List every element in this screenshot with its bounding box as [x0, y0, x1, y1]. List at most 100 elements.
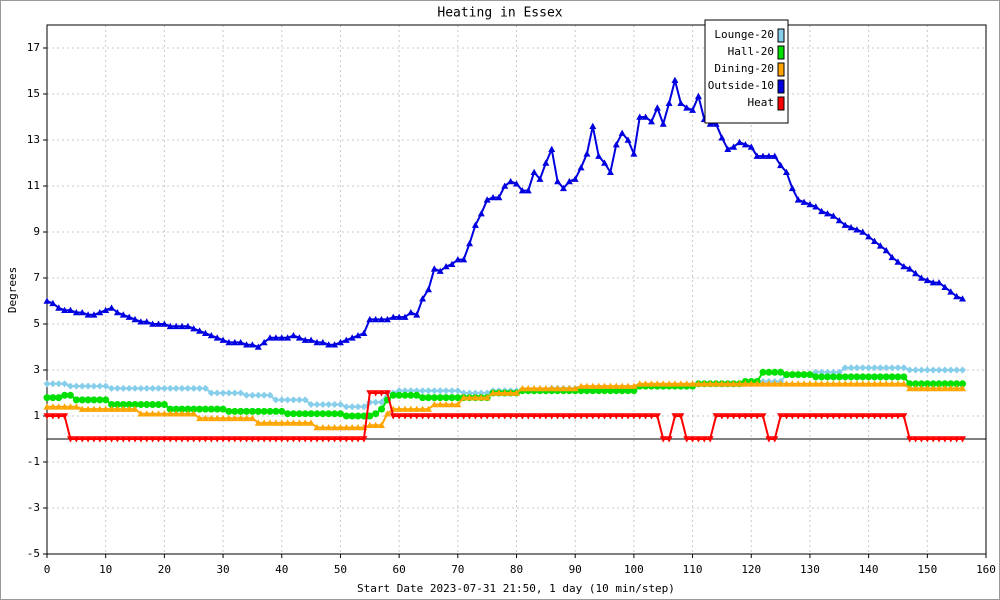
- marker: [788, 380, 796, 387]
- marker: [741, 413, 749, 420]
- marker: [524, 187, 532, 194]
- marker: [313, 401, 321, 408]
- marker: [383, 315, 391, 323]
- marker: [225, 407, 233, 415]
- marker: [166, 384, 174, 392]
- marker: [876, 373, 884, 381]
- marker: [266, 436, 274, 443]
- marker: [219, 389, 227, 397]
- marker: [859, 373, 867, 381]
- marker: [108, 436, 116, 443]
- marker: [777, 413, 785, 420]
- marker: [160, 320, 168, 327]
- marker: [853, 373, 861, 381]
- y-tick-label: -3: [27, 501, 40, 514]
- marker: [771, 368, 779, 376]
- marker: [524, 384, 532, 392]
- marker: [565, 384, 573, 392]
- marker: [430, 401, 438, 408]
- marker: [870, 237, 878, 244]
- marker: [131, 436, 139, 443]
- marker: [894, 380, 902, 387]
- marker: [876, 364, 884, 372]
- marker: [466, 394, 474, 401]
- marker: [559, 413, 567, 420]
- marker: [125, 405, 133, 412]
- series: [43, 76, 967, 350]
- marker: [653, 413, 661, 420]
- marker: [196, 436, 204, 443]
- marker: [700, 380, 708, 387]
- marker: [595, 387, 603, 395]
- x-tick-label: 50: [334, 563, 347, 576]
- marker: [882, 373, 890, 381]
- x-axis-label: Start Date 2023-07-31 21:50, 1 day (10 m…: [357, 582, 675, 595]
- marker: [284, 410, 292, 418]
- marker: [313, 436, 321, 443]
- marker: [794, 371, 802, 379]
- marker: [923, 436, 931, 443]
- marker: [824, 380, 832, 387]
- marker: [630, 382, 638, 389]
- marker: [929, 436, 937, 443]
- marker: [736, 380, 744, 387]
- marker: [882, 413, 890, 420]
- marker: [301, 410, 309, 418]
- marker: [248, 436, 256, 443]
- marker: [237, 389, 245, 397]
- marker: [912, 269, 920, 277]
- marker: [513, 413, 520, 420]
- marker: [835, 217, 843, 224]
- marker: [260, 407, 268, 415]
- marker: [513, 389, 520, 396]
- marker: [894, 258, 902, 265]
- marker: [923, 380, 931, 388]
- marker: [847, 413, 855, 420]
- marker: [665, 99, 673, 106]
- marker: [947, 436, 955, 443]
- marker: [847, 223, 855, 231]
- marker: [84, 382, 92, 390]
- marker: [800, 380, 808, 387]
- marker: [407, 405, 415, 412]
- marker: [900, 413, 908, 420]
- marker: [518, 413, 526, 420]
- marker: [636, 413, 644, 420]
- marker: [331, 424, 339, 431]
- x-tick-label: 40: [275, 563, 288, 576]
- marker: [66, 382, 74, 390]
- marker: [254, 419, 262, 426]
- marker: [859, 413, 867, 420]
- marker: [906, 366, 914, 374]
- marker: [941, 283, 949, 290]
- marker: [160, 384, 168, 392]
- marker: [642, 380, 650, 387]
- marker: [137, 401, 145, 408]
- marker: [401, 413, 409, 420]
- marker: [55, 304, 63, 311]
- marker: [436, 267, 444, 274]
- x-tick-label: 30: [216, 563, 229, 576]
- legend-label: Heat: [748, 96, 775, 109]
- marker: [266, 334, 274, 341]
- marker: [495, 194, 503, 201]
- marker: [266, 407, 274, 415]
- marker: [689, 436, 697, 443]
- marker: [653, 380, 661, 387]
- marker: [577, 413, 585, 420]
- marker: [536, 413, 544, 420]
- marker: [295, 396, 303, 404]
- marker: [354, 403, 362, 411]
- marker: [307, 419, 315, 426]
- marker: [647, 118, 655, 125]
- marker: [307, 410, 315, 418]
- y-tick-label: 9: [33, 225, 40, 238]
- marker: [190, 405, 198, 413]
- marker: [383, 390, 391, 397]
- y-tick-label: 3: [33, 363, 40, 376]
- marker: [436, 387, 444, 395]
- marker: [601, 382, 609, 389]
- marker: [730, 413, 738, 420]
- marker: [888, 373, 896, 381]
- legend-swatch: [777, 79, 785, 94]
